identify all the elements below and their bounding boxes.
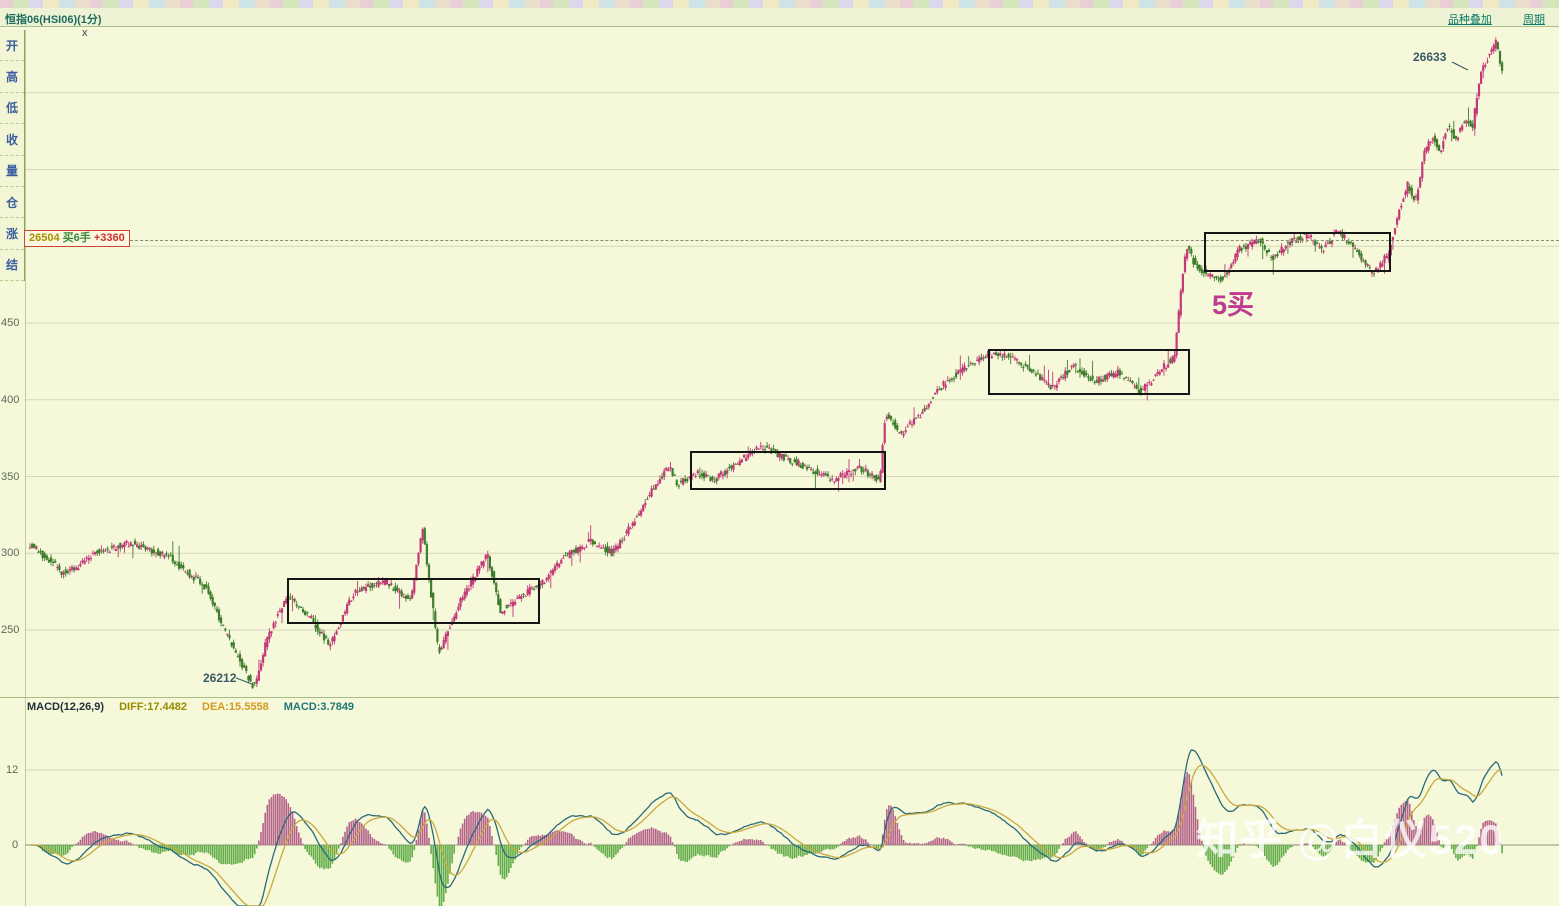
pane-divider xyxy=(0,697,1559,698)
consolidation-box xyxy=(1204,232,1391,272)
sidebar-item-quote[interactable]: 高 xyxy=(0,61,24,93)
entry-price: 26504 xyxy=(29,232,60,244)
macd-diff-value: DIFF:17.4482 xyxy=(119,701,187,713)
price-tick-label: 400 xyxy=(1,393,20,406)
entry-profit: +3360 xyxy=(93,232,125,244)
macd-tick-label: 12 xyxy=(6,764,19,776)
chart-title-bar: 恒指06(HSI06)(1分) 品种叠加 周期 xyxy=(0,8,1559,27)
period-link[interactable]: 周期 xyxy=(1523,14,1545,26)
consolidation-box xyxy=(690,451,886,490)
session-high-label: 26633 xyxy=(1413,50,1447,64)
sidebar-item-quote[interactable]: 涨 xyxy=(0,218,24,250)
quote-sidebar: 开高低收量仓涨结 xyxy=(0,30,25,282)
price-tick-label: 450 xyxy=(1,317,20,329)
macd-indicator-header: MACD(12,26,9) DIFF:17.4482 DEA:15.5558 M… xyxy=(27,701,366,713)
session-low-label: 26212 xyxy=(203,671,237,685)
sidebar-item-quote[interactable]: 量 xyxy=(0,156,24,187)
sidebar-item-quote[interactable]: 开 xyxy=(0,30,24,62)
titlebar-links: 品种叠加 周期 xyxy=(1420,11,1545,27)
price-tick-label: 250 xyxy=(1,624,20,636)
macd-bar-value: MACD:3.7849 xyxy=(283,701,355,713)
overlay-link[interactable]: 品种叠加 xyxy=(1447,14,1492,26)
price-tick-label: 300 xyxy=(1,547,20,560)
macd-dea-value: DEA:15.5558 xyxy=(202,701,269,713)
buy-signal-label: 5买 xyxy=(1212,290,1255,320)
instrument-title: 恒指06(HSI06)(1分) xyxy=(5,14,102,26)
price-tick-label: 350 xyxy=(1,470,20,483)
sidebar-item-quote[interactable]: 收 xyxy=(0,124,24,156)
sidebar-item-quote[interactable]: 仓 xyxy=(0,187,24,219)
position-entry-line xyxy=(25,240,1559,241)
consolidation-box xyxy=(287,578,540,624)
toolbar-strip xyxy=(0,0,1559,8)
chart-left-border xyxy=(25,30,26,906)
close-icon[interactable]: x xyxy=(82,27,88,39)
macd-tick-label: 0 xyxy=(12,839,19,851)
sidebar-item-quote[interactable]: 低 xyxy=(0,93,24,125)
consolidation-box xyxy=(988,349,1190,395)
position-entry-label: 26504 买6手 +3360 xyxy=(24,230,130,247)
macd-params-label: MACD(12,26,9) xyxy=(27,701,105,713)
entry-lots: 买6手 xyxy=(62,232,91,244)
sidebar-item-quote[interactable]: 结 xyxy=(0,250,24,282)
